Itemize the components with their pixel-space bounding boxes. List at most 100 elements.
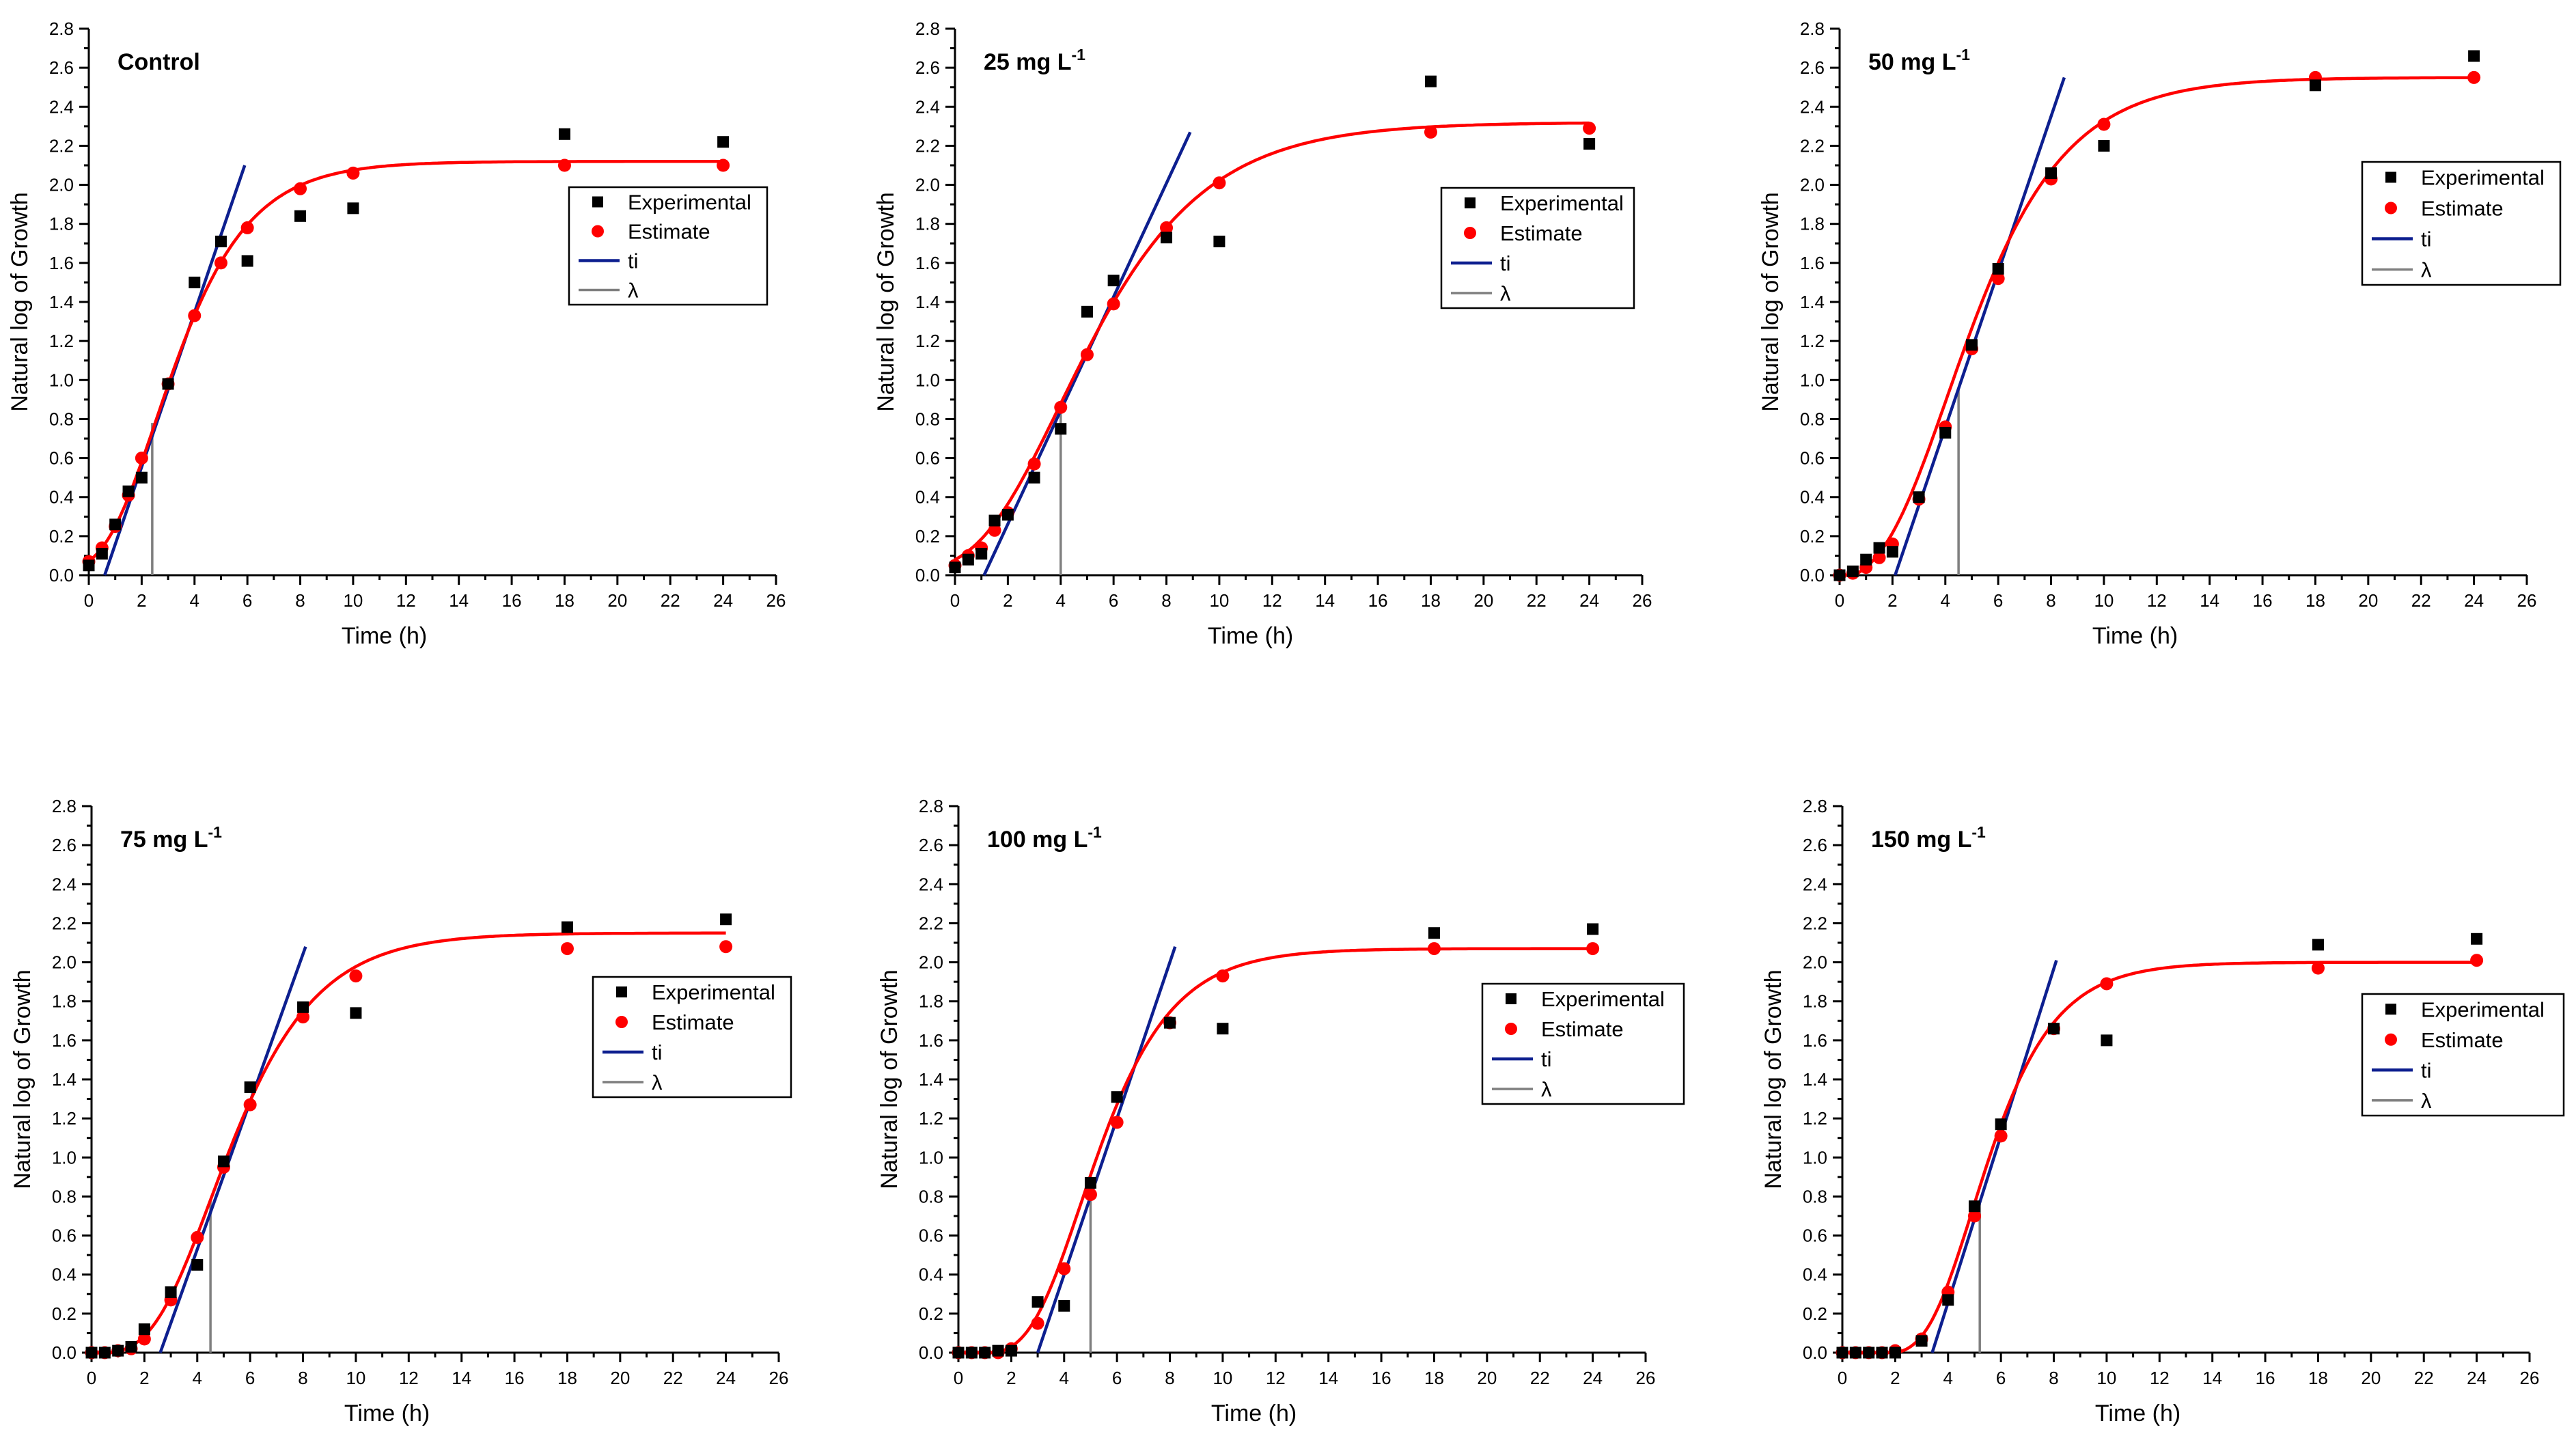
x-tick-label: 20 [2358, 590, 2378, 611]
experimental-point [1873, 542, 1885, 554]
experimental-point [1863, 1347, 1875, 1359]
estimate-point [346, 166, 360, 180]
estimate-point [557, 158, 571, 172]
y-tick-label: 1.0 [52, 1147, 77, 1168]
panel-title-text: 75 mg L [120, 827, 208, 853]
experimental-point [975, 548, 988, 560]
y-tick-label: 2.8 [52, 796, 77, 816]
y-tick-label: 1.2 [49, 331, 74, 351]
y-tick-label: 2.2 [1803, 913, 1827, 933]
y-tick-label: 1.4 [1800, 292, 1825, 312]
x-tick-label: 0 [950, 590, 960, 611]
experimental-point [965, 1347, 978, 1359]
legend-experimental-marker [616, 986, 627, 997]
y-tick-label: 0.2 [1800, 526, 1825, 547]
legend-label-ti: ti [1500, 251, 1511, 275]
experimental-point [988, 514, 1001, 527]
y-tick-label: 0.4 [52, 1265, 77, 1285]
x-tick-label: 14 [1318, 1368, 1338, 1388]
estimate-point [191, 1230, 204, 1244]
x-tick-label: 0 [1838, 1368, 1847, 1388]
legend: Experimental Estimate ti λ [568, 186, 768, 306]
estimate-point [1967, 1209, 1981, 1223]
experimental-point [717, 136, 730, 148]
y-tick-label: 2.2 [1800, 135, 1825, 156]
experimental-point [162, 378, 174, 390]
panel-title: 75 mg L-1 [120, 823, 222, 853]
ti-line [1930, 960, 2058, 1353]
x-tick-label: 14 [1315, 590, 1335, 611]
x-tick-label: 20 [1473, 590, 1493, 611]
experimental-point [1587, 923, 1599, 935]
x-tick-label: 22 [2414, 1368, 2434, 1388]
legend-label-experimental: Experimental [1541, 987, 1665, 1011]
x-tick-label: 6 [243, 590, 252, 611]
experimental-point [1111, 1091, 1123, 1103]
x-tick-label: 12 [1262, 590, 1282, 611]
y-tick-label: 1.4 [915, 292, 940, 312]
experimental-point [1886, 546, 1898, 558]
experimental-point [1583, 138, 1596, 150]
estimate-point [1586, 942, 1600, 956]
experimental-point [2048, 1023, 2060, 1035]
x-tick-label: 24 [1579, 590, 1599, 611]
panel-title: Control [117, 49, 200, 75]
x-tick-label: 18 [555, 590, 574, 611]
x-tick-label: 4 [1941, 590, 1950, 611]
y-axis-title: Natural log of Growth [10, 969, 36, 1189]
panel-title-superscript: -1 [1071, 46, 1085, 64]
fit-curve [1840, 76, 2474, 577]
experimental-point [109, 519, 122, 531]
y-tick-label: 2.4 [919, 874, 943, 894]
x-tick-label: 26 [1633, 590, 1652, 611]
panel-title-text: 25 mg L [984, 49, 1071, 75]
y-axis-title: Natural log of Growth [876, 969, 902, 1189]
legend: Experimental Estimate ti λ [2361, 161, 2562, 286]
experimental-point [1428, 927, 1440, 939]
x-tick-label: 20 [607, 590, 627, 611]
x-tick-label: 26 [766, 590, 786, 611]
y-tick-label: 1.2 [1800, 331, 1825, 351]
estimate-point [1080, 348, 1094, 361]
experimental-point [1084, 1176, 1096, 1189]
estimate-point [2100, 977, 2114, 991]
experimental-point [294, 210, 307, 222]
y-tick-label: 1.4 [919, 1069, 943, 1090]
x-tick-label: 16 [502, 590, 522, 611]
estimate-point [1991, 272, 2005, 286]
legend-experimental-marker [592, 196, 603, 208]
x-tick-label: 26 [2517, 590, 2537, 611]
experimental-point [191, 1258, 204, 1271]
estimate-point [135, 452, 148, 465]
y-tick-label: 0.6 [52, 1226, 77, 1246]
experimental-point [952, 1347, 965, 1359]
panel-title: 100 mg L-1 [987, 823, 1102, 853]
y-tick-label: 0.6 [1800, 448, 1825, 469]
y-tick-label: 1.8 [52, 991, 77, 1012]
experimental-point [1107, 275, 1120, 287]
x-tick-label: 2 [137, 590, 146, 611]
estimate-point [1213, 176, 1226, 190]
experimental-point [1213, 235, 1225, 247]
y-tick-label: 2.8 [915, 18, 940, 39]
panel-title-text: 150 mg L [1871, 827, 1971, 853]
y-tick-label: 0.0 [919, 1342, 943, 1363]
x-axis-title: Time (h) [2092, 623, 2178, 649]
experimental-point [1889, 1347, 1901, 1359]
experimental-point [214, 235, 227, 247]
legend-estimate-marker [1505, 1023, 1517, 1035]
y-tick-label: 1.8 [919, 991, 943, 1012]
panel-title: 50 mg L-1 [1868, 46, 1970, 75]
x-tick-label: 6 [245, 1368, 255, 1388]
y-tick-label: 0.2 [1803, 1303, 1827, 1324]
ti-line [158, 945, 307, 1353]
chart-panel: 0.0 0.2 0.4 0.6 0.8 1.0 1.2 1.4 1.6 1.8 2.0 2.2 2.4 2… [876, 796, 1685, 1426]
x-tick-label: 16 [2256, 1368, 2275, 1388]
y-tick-label: 0.4 [49, 487, 74, 508]
y-tick-label: 0.8 [919, 1186, 943, 1206]
y-tick-label: 2.0 [49, 175, 74, 195]
x-tick-label: 20 [1477, 1368, 1497, 1388]
experimental-point [1876, 1347, 1888, 1359]
y-tick-label: 1.0 [1803, 1147, 1827, 1168]
